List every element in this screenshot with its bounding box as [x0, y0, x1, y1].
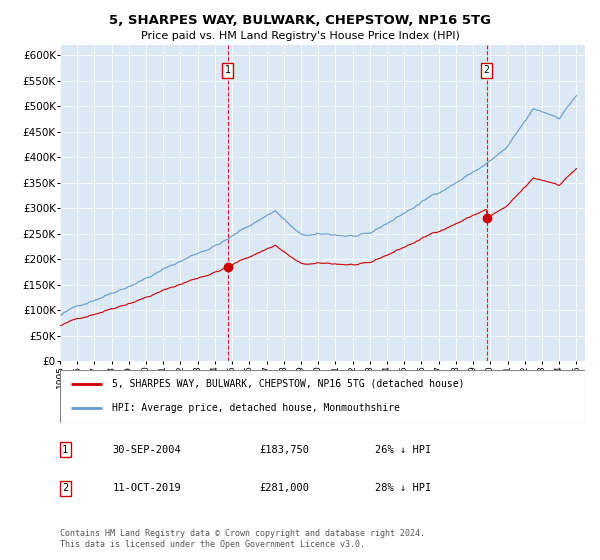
- Text: 5, SHARPES WAY, BULWARK, CHEPSTOW, NP16 5TG: 5, SHARPES WAY, BULWARK, CHEPSTOW, NP16 …: [109, 14, 491, 27]
- FancyBboxPatch shape: [60, 370, 585, 423]
- Text: £281,000: £281,000: [260, 483, 310, 493]
- Text: 2: 2: [62, 483, 68, 493]
- Text: HPI: Average price, detached house, Monmouthshire: HPI: Average price, detached house, Monm…: [113, 403, 400, 413]
- Text: £183,750: £183,750: [260, 445, 310, 455]
- Text: Price paid vs. HM Land Registry's House Price Index (HPI): Price paid vs. HM Land Registry's House …: [140, 31, 460, 41]
- Text: 26% ↓ HPI: 26% ↓ HPI: [375, 445, 431, 455]
- Text: 2: 2: [484, 66, 490, 75]
- Text: 11-OCT-2019: 11-OCT-2019: [113, 483, 181, 493]
- Text: Contains HM Land Registry data © Crown copyright and database right 2024.
This d: Contains HM Land Registry data © Crown c…: [60, 529, 425, 549]
- Text: 28% ↓ HPI: 28% ↓ HPI: [375, 483, 431, 493]
- Text: 1: 1: [225, 66, 231, 75]
- Text: 5, SHARPES WAY, BULWARK, CHEPSTOW, NP16 5TG (detached house): 5, SHARPES WAY, BULWARK, CHEPSTOW, NP16 …: [113, 379, 465, 389]
- Text: 1: 1: [62, 445, 68, 455]
- Text: 30-SEP-2004: 30-SEP-2004: [113, 445, 181, 455]
